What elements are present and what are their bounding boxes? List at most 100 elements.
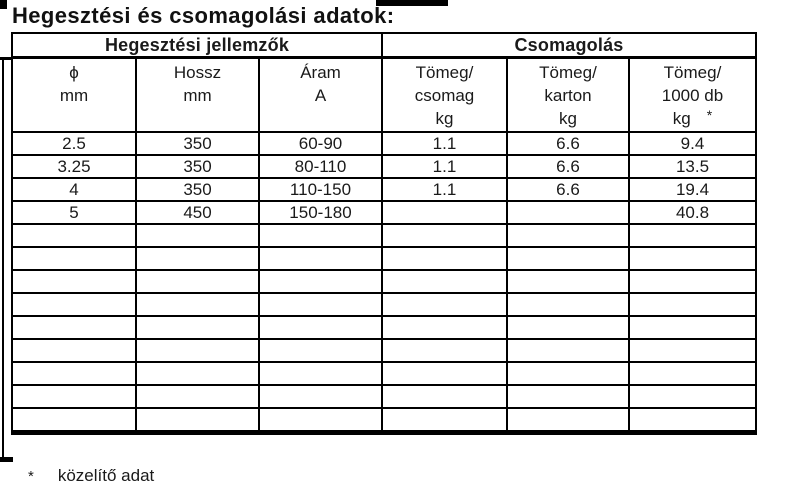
table-cell	[506, 407, 630, 434]
table-cell: 6.6	[506, 177, 630, 202]
table-cell	[258, 292, 383, 317]
table-cell	[11, 246, 137, 271]
table-cell	[381, 223, 508, 248]
table-cell: 9.4	[628, 131, 757, 156]
table-column-header-row: ϕ mm Hossz mm Áram A Tömeg/ csomag kg	[11, 56, 757, 133]
table-cell: 80-110	[258, 154, 383, 179]
table-cell: 1.1	[381, 177, 508, 202]
table-cell	[381, 361, 508, 386]
group-header-welding: Hegesztési jellemzők	[11, 32, 383, 59]
weight-carton-unit: kg	[559, 109, 577, 128]
table-group-header-row: Hegesztési jellemzők Csomagolás	[11, 32, 757, 59]
current-label: Áram	[300, 63, 341, 82]
column-header-current: Áram A	[258, 56, 383, 133]
table-cell: 13.5	[628, 154, 757, 179]
table-cell: 6.6	[506, 131, 630, 156]
scan-artifact-bottom-line-extension	[0, 457, 13, 462]
table-cell	[628, 384, 757, 409]
table-cell	[506, 361, 630, 386]
table-cell	[11, 269, 137, 294]
column-header-diameter: ϕ mm	[11, 56, 137, 133]
table-cell	[381, 269, 508, 294]
table-cell	[11, 407, 137, 434]
weight-pack-label-1: Tömeg/	[415, 63, 474, 82]
table-cell: 350	[135, 177, 260, 202]
table-row: 2.5 350 60-90 1.1 6.6 9.4	[11, 131, 757, 156]
table-cell: 1.1	[381, 131, 508, 156]
table-cell	[258, 361, 383, 386]
table-cell	[135, 315, 260, 340]
table-cell	[506, 223, 630, 248]
table-cell	[506, 338, 630, 363]
table-cell	[258, 269, 383, 294]
table-cell	[258, 384, 383, 409]
table-cell	[135, 384, 260, 409]
table-cell	[628, 292, 757, 317]
table-row	[11, 315, 757, 340]
table-cell	[506, 292, 630, 317]
footnote-reference-mark: *	[706, 107, 713, 123]
scan-artifact-top-smudge	[376, 0, 448, 6]
column-header-weight-per-1000: Tömeg/ 1000 db kg *	[628, 56, 757, 133]
table-row: 3.25 350 80-110 1.1 6.6 13.5	[11, 154, 757, 179]
current-unit: A	[314, 86, 327, 105]
table-row	[11, 338, 757, 363]
table-cell: 110-150	[258, 177, 383, 202]
table-cell	[11, 292, 137, 317]
diameter-symbol: ϕ	[69, 63, 79, 82]
table-cell	[381, 292, 508, 317]
table-cell: 5	[11, 200, 137, 225]
table-cell	[135, 338, 260, 363]
table-cell	[381, 338, 508, 363]
table-row	[11, 223, 757, 248]
table-body: 2.5 350 60-90 1.1 6.6 9.4 3.25 350 80-110 1.1 6.6 1…	[11, 131, 757, 434]
table-cell	[381, 407, 508, 434]
table-cell: 40.8	[628, 200, 757, 225]
table-cell	[628, 315, 757, 340]
table-cell	[11, 384, 137, 409]
scan-artifact-corner-mark	[0, 0, 7, 9]
table-row	[11, 407, 757, 434]
table-cell: 6.6	[506, 154, 630, 179]
table-cell: 3.25	[11, 154, 137, 179]
table-cell	[506, 269, 630, 294]
table-cell: 150-180	[258, 200, 383, 225]
table-cell	[135, 223, 260, 248]
table-cell	[135, 407, 260, 434]
footnote-mark: *	[28, 468, 34, 485]
table-cell	[381, 200, 508, 225]
footnote: * közelítő adat	[28, 466, 154, 486]
table-cell	[381, 384, 508, 409]
table-cell	[135, 269, 260, 294]
welding-packaging-table: Hegesztési jellemzők Csomagolás ϕ mm Hos…	[11, 32, 757, 435]
table-row	[11, 361, 757, 386]
table-cell	[11, 223, 137, 248]
table-cell: 4	[11, 177, 137, 202]
table-row	[11, 246, 757, 271]
table-cell	[381, 246, 508, 271]
table-row: 4 350 110-150 1.1 6.6 19.4	[11, 177, 757, 202]
table-cell	[135, 292, 260, 317]
weight-1000-unit-line: kg *	[631, 107, 754, 130]
diameter-unit: mm	[59, 86, 89, 105]
table-cell	[381, 315, 508, 340]
table-cell	[506, 315, 630, 340]
table-row	[11, 269, 757, 294]
table-row: 5 450 150-180 40.8	[11, 200, 757, 225]
weight-1000-unit: kg	[672, 109, 691, 128]
table-cell	[628, 338, 757, 363]
weight-carton-label-1: Tömeg/	[539, 63, 597, 82]
table-cell	[135, 246, 260, 271]
table-cell	[258, 407, 383, 434]
length-label: Hossz	[173, 63, 222, 82]
weight-1000-label-2: 1000 db	[661, 86, 724, 105]
weight-1000-label-1: Tömeg/	[663, 63, 722, 82]
weight-pack-label-2: csomag	[414, 86, 475, 105]
table-cell	[258, 315, 383, 340]
column-header-weight-per-carton: Tömeg/ karton kg	[506, 56, 630, 133]
table-cell	[258, 246, 383, 271]
table-cell	[506, 246, 630, 271]
table-cell: 19.4	[628, 177, 757, 202]
column-header-weight-per-pack: Tömeg/ csomag kg	[381, 56, 508, 133]
table-cell	[506, 200, 630, 225]
